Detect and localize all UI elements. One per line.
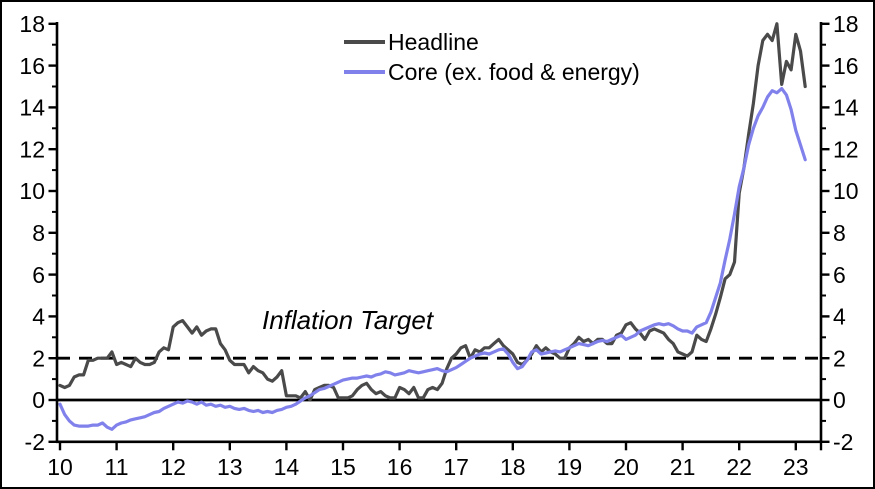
legend-item-headline: Headline (344, 27, 640, 57)
y-axis-label-left: 18 (19, 11, 45, 37)
legend-label-core: Core (ex. food & energy) (388, 59, 640, 85)
y-axis-label-right: 2 (833, 345, 846, 371)
y-axis-label-right: 4 (833, 304, 846, 330)
y-axis-label-right: 16 (833, 53, 859, 79)
x-axis-label: 10 (47, 454, 73, 480)
x-axis-label: 17 (443, 454, 469, 480)
y-axis-label-left: 16 (19, 53, 45, 79)
series-headline-line (58, 22, 807, 402)
x-axis-label: 19 (557, 454, 583, 480)
legend-line-headline (344, 40, 385, 44)
series-core-line (58, 86, 807, 431)
y-axis-label-right: 6 (833, 262, 846, 288)
y-axis-label-left: 2 (32, 345, 45, 371)
y-axis-label-left: 12 (19, 136, 45, 162)
x-axis-label: 20 (613, 454, 639, 480)
y-axis-label-right: 18 (833, 11, 859, 37)
y-axis-label-right: 0 (833, 387, 846, 413)
y-axis-label-right: 12 (833, 136, 859, 162)
x-axis-label: 23 (783, 454, 809, 480)
y-axis-label-right: 8 (833, 220, 846, 246)
x-axis-label: 21 (670, 454, 696, 480)
x-axis-label: 14 (274, 454, 300, 480)
inflation-target-annotation: Inflation Target (262, 305, 434, 335)
y-axis-label-right: 14 (833, 95, 859, 121)
legend-item-core: Core (ex. food & energy) (344, 57, 640, 87)
legend-label-headline: Headline (388, 29, 479, 55)
x-axis-label: 13 (217, 454, 243, 480)
x-axis-label: 16 (387, 454, 413, 480)
y-axis-label-left: 0 (32, 387, 45, 413)
y-axis-label-left: 6 (32, 262, 45, 288)
y-axis-label-right: -2 (833, 429, 853, 455)
y-axis-label-left: 10 (19, 178, 45, 204)
x-axis-label: 22 (726, 454, 752, 480)
chart-legend: Headline Core (ex. food & energy) (344, 27, 640, 87)
y-axis-label-left: 14 (19, 95, 45, 121)
x-axis-label: 18 (500, 454, 526, 480)
x-axis-label: 12 (160, 454, 186, 480)
y-axis-label-left: -2 (25, 429, 45, 455)
y-axis-label-left: 4 (32, 304, 45, 330)
x-axis-label: 11 (105, 454, 129, 480)
y-axis-label-left: 8 (32, 220, 45, 246)
legend-line-core (344, 70, 385, 74)
x-axis-label: 15 (330, 454, 356, 480)
y-axis-label-right: 10 (833, 178, 859, 204)
